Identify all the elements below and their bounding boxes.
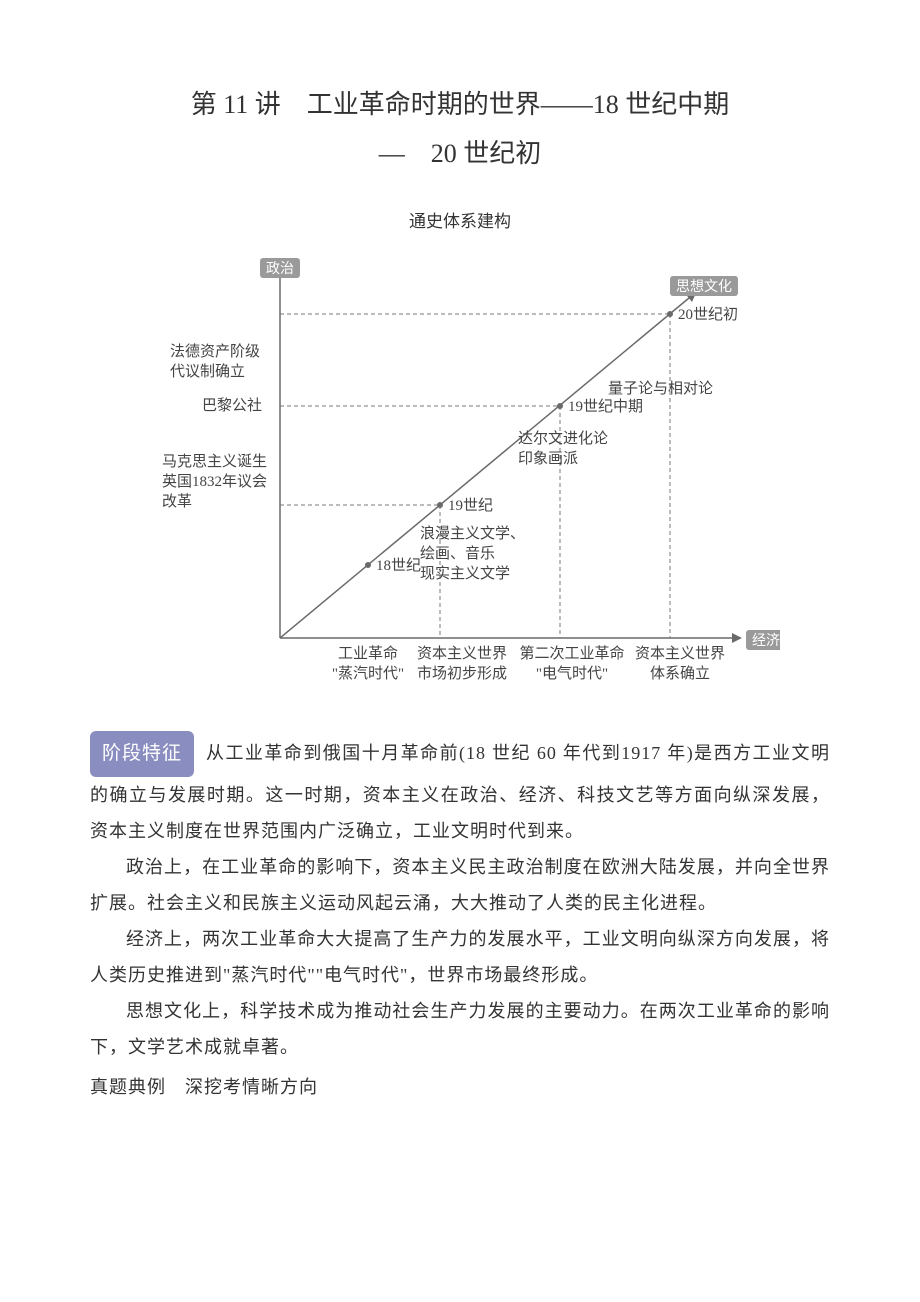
svg-text:第二次工业革命"电气时代": 第二次工业革命"电气时代" xyxy=(519,644,624,682)
svg-text:经济: 经济 xyxy=(752,633,780,649)
svg-text:达尔文进化论印象画派: 达尔文进化论印象画派 xyxy=(518,430,608,467)
svg-text:巴黎公社: 巴黎公社 xyxy=(202,397,262,414)
section-badge: 阶段特征 xyxy=(90,731,194,777)
paragraph-politics: 政治上，在工业革命的影响下，资本主义民主政治制度在欧洲大陆发展，并向全世界扩展。… xyxy=(90,849,830,921)
svg-text:马克思主义诞生英国1832年议会改革: 马克思主义诞生英国1832年议会改革 xyxy=(162,453,267,510)
body-text: 阶段特征 从工业革命到俄国十月革命前(18 世纪 60 年代到1917 年)是西… xyxy=(90,731,830,1065)
svg-text:19世纪: 19世纪 xyxy=(448,497,493,514)
svg-text:政治: 政治 xyxy=(266,261,294,277)
page: 第 11 讲 工业革命时期的世界——18 世纪中期 — 20 世纪初 通史体系建… xyxy=(0,0,920,1165)
svg-text:19世纪中期: 19世纪中期 xyxy=(568,398,643,415)
chart-caption: 通史体系建构 xyxy=(90,207,830,232)
chart-container: 政治经济 思想文化 18世纪 19世纪 19世纪中期 20世纪初法德资产阶级代议制确立巴黎… xyxy=(140,238,780,703)
subhead: 真题典例 深挖考情晰方向 xyxy=(90,1069,830,1105)
lead-text: 从工业革命到俄国十月革命前(18 世纪 60 年代到1917 年)是西方工业文明… xyxy=(90,743,830,841)
svg-text:资本主义世界市场初步形成: 资本主义世界市场初步形成 xyxy=(417,645,507,682)
title-line-2: — 20 世纪初 xyxy=(379,139,542,168)
svg-text:量子论与相对论: 量子论与相对论 xyxy=(608,380,713,397)
svg-text:20世纪初: 20世纪初 xyxy=(678,306,738,323)
svg-text:浪漫主义文学、绘画、音乐现实主义文学: 浪漫主义文学、绘画、音乐现实主义文学 xyxy=(420,525,525,582)
svg-text:资本主义世界体系确立: 资本主义世界体系确立 xyxy=(635,645,725,682)
title-line-1: 第 11 讲 工业革命时期的世界——18 世纪中期 xyxy=(191,90,730,119)
svg-text:工业革命"蒸汽时代": 工业革命"蒸汽时代" xyxy=(332,644,404,682)
svg-text:法德资产阶级代议制确立: 法德资产阶级代议制确立 xyxy=(170,342,260,380)
paragraph-economy: 经济上，两次工业革命大大提高了生产力的发展水平，工业文明向纵深方向发展，将人类历… xyxy=(90,921,830,993)
page-title: 第 11 讲 工业革命时期的世界——18 世纪中期 — 20 世纪初 xyxy=(90,80,830,179)
svg-text:思想文化: 思想文化 xyxy=(676,279,732,295)
diagram-svg: 政治经济 思想文化 18世纪 19世纪 19世纪中期 20世纪初法德资产阶级代议制确立巴黎… xyxy=(140,238,780,698)
lead-paragraph: 阶段特征 从工业革命到俄国十月革命前(18 世纪 60 年代到1917 年)是西… xyxy=(90,731,830,849)
svg-text:18世纪: 18世纪 xyxy=(376,557,421,574)
paragraph-culture: 思想文化上，科学技术成为推动社会生产力发展的主要动力。在两次工业革命的影响下，文… xyxy=(90,993,830,1065)
